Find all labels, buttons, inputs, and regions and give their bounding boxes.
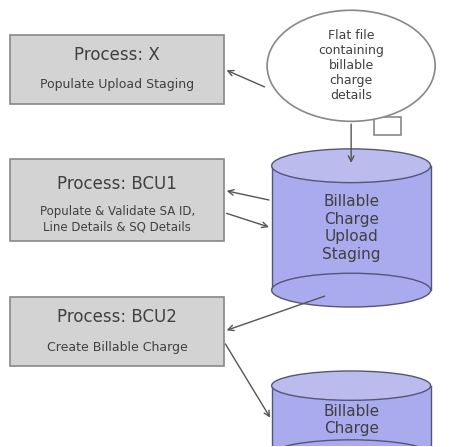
Bar bbox=[11, 297, 224, 366]
Ellipse shape bbox=[271, 149, 430, 183]
Bar bbox=[271, 386, 430, 447]
Text: Create Billable Charge: Create Billable Charge bbox=[47, 341, 187, 354]
Ellipse shape bbox=[271, 273, 430, 307]
Text: Flat file
containing
billable
charge
details: Flat file containing billable charge det… bbox=[318, 30, 384, 102]
Bar bbox=[11, 35, 224, 104]
Text: Billable
Charge: Billable Charge bbox=[323, 404, 379, 436]
Ellipse shape bbox=[271, 371, 430, 401]
Text: Populate Upload Staging: Populate Upload Staging bbox=[40, 79, 194, 92]
Text: Populate & Validate SA ID,
Line Details & SQ Details: Populate & Validate SA ID, Line Details … bbox=[40, 205, 195, 233]
Bar bbox=[271, 166, 430, 290]
Bar bbox=[374, 117, 401, 135]
Ellipse shape bbox=[271, 440, 430, 447]
Text: Billable
Charge
Upload
Staging: Billable Charge Upload Staging bbox=[322, 194, 380, 261]
Text: Process: X: Process: X bbox=[74, 46, 160, 64]
Text: Process: BCU2: Process: BCU2 bbox=[57, 308, 177, 326]
Bar bbox=[11, 159, 224, 241]
Ellipse shape bbox=[267, 10, 435, 121]
Text: Process: BCU1: Process: BCU1 bbox=[57, 175, 177, 193]
